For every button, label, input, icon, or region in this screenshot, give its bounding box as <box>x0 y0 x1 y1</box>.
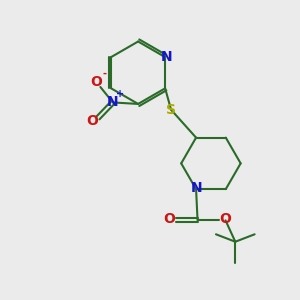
Text: N: N <box>107 95 119 110</box>
Text: N: N <box>190 181 202 195</box>
Text: S: S <box>166 103 176 117</box>
Text: -: - <box>102 68 106 78</box>
Text: O: O <box>220 212 231 226</box>
Text: O: O <box>90 75 102 88</box>
Text: +: + <box>116 88 124 98</box>
Text: N: N <box>161 50 172 64</box>
Text: O: O <box>87 114 99 128</box>
Text: O: O <box>164 212 176 226</box>
